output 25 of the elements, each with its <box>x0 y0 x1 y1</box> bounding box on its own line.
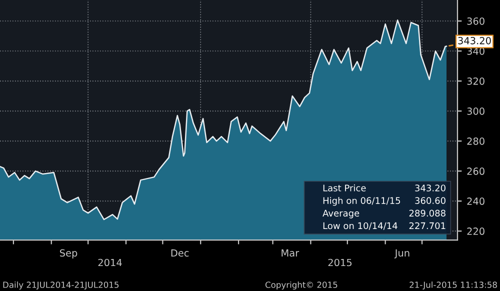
y-tick-label: 240 <box>467 198 484 205</box>
annotation: 227.701 <box>409 222 446 230</box>
y-tick-label: 320 <box>467 78 484 85</box>
x-tick-label: Dec <box>171 249 189 257</box>
annotation: Last Price <box>323 184 366 192</box>
text: 21-Jul-2015 11:13:58 <box>410 281 497 290</box>
x-tick-label: Sep <box>60 249 78 259</box>
annotation: 343.20 <box>458 36 491 44</box>
annotation: Low on 10/14/14 <box>323 222 398 230</box>
text: 2015 <box>328 258 352 266</box>
y-tick-label: 300 <box>467 108 484 115</box>
text: Daily 21JUL2014-21JUL2015 <box>3 281 119 290</box>
text: 2014 <box>98 258 122 266</box>
text: Copyright© 2015 <box>265 281 338 290</box>
y-tick-label: 220 <box>467 228 484 235</box>
x-tick-label: Mar <box>282 249 300 257</box>
y-tick-label: 260 <box>467 168 484 175</box>
x-tick-label: Jun <box>394 249 410 258</box>
annotation: 360.60 <box>415 197 446 204</box>
annotation: 343.20 <box>415 184 446 192</box>
y-tick-label: 280 <box>467 138 484 145</box>
y-tick-label: 360 <box>467 17 484 25</box>
annotation: High on 06/11/15 <box>323 197 400 206</box>
annotation: 289.088 <box>409 210 446 217</box>
annotation: Average <box>322 210 360 218</box>
